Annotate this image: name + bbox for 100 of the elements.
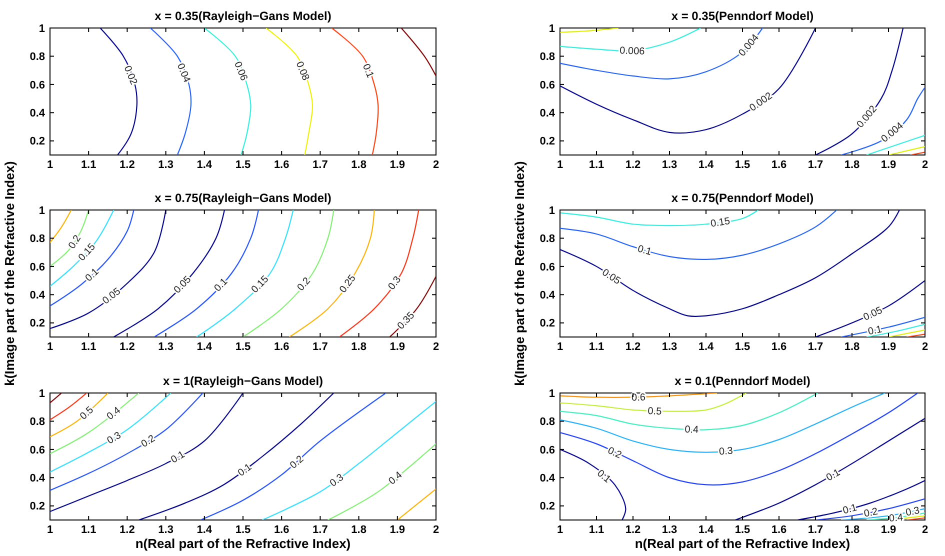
x-tick-label: 1.5 — [734, 341, 750, 353]
y-tick-label: 0.2 — [30, 136, 45, 148]
y-tick-label: 0.4 — [30, 108, 46, 120]
text: 0.1 — [594, 468, 613, 486]
line-series — [560, 210, 759, 226]
y-tick-label: 1 — [548, 388, 555, 400]
x-tick-label: 1.3 — [158, 524, 174, 536]
x-tick-label: 1.3 — [662, 524, 678, 536]
line-series — [560, 28, 816, 134]
x-tick-label: 1.6 — [771, 524, 787, 536]
line-series — [560, 210, 838, 260]
y-tick-label: 0.6 — [540, 261, 555, 274]
x-tick-label: 1.8 — [844, 524, 860, 536]
x-tick-label: 1.9 — [390, 341, 406, 353]
line-series — [262, 400, 436, 520]
x-tick-label: 1 — [46, 341, 54, 353]
text: 0.05 — [100, 286, 124, 307]
text: 0.1 — [169, 449, 188, 466]
y-tick-label: 0.6 — [540, 79, 555, 92]
x-tick-label: 1.7 — [808, 159, 824, 171]
text: 0.5 — [78, 404, 96, 422]
text: 0.4 — [386, 470, 405, 488]
chart-title: x = 0.35(Penndorf Model) — [671, 9, 814, 23]
text: 0.2 — [863, 506, 880, 520]
chart-title: x = 0.1(Penndorf Model) — [674, 374, 810, 388]
y-tick-label: 1 — [38, 204, 45, 217]
x-tick-label: 1 — [556, 159, 564, 171]
text: 0.05 — [172, 274, 194, 296]
text: 0.1 — [212, 276, 230, 294]
chart-title: x = 0.75(Rayleigh−Gans Model) — [154, 191, 332, 205]
text: 0.2 — [295, 275, 314, 294]
text: 0.35 — [396, 310, 418, 332]
line-series — [560, 28, 764, 80]
y-tick-label: 0.8 — [30, 233, 45, 246]
text: 0.08 — [293, 60, 312, 83]
x-tick-label: 1.7 — [312, 159, 328, 171]
text: 0.1 — [84, 266, 102, 284]
line-series — [50, 210, 134, 307]
x-tick-label: 1.9 — [390, 159, 406, 171]
x-tick-label: 1 — [46, 159, 54, 171]
y-tick-label: 1 — [38, 22, 45, 35]
line-series — [196, 210, 294, 337]
x-tick-label: 1.5 — [235, 341, 251, 353]
y-tick-label: 0.2 — [540, 500, 555, 513]
y-tick-label: 0.4 — [540, 290, 556, 302]
line-series — [796, 480, 925, 520]
x-tick-label: 1.9 — [880, 524, 896, 536]
x-tick-label: 1.3 — [158, 159, 174, 171]
x-tick-label: 1.6 — [771, 159, 787, 171]
y-tick-label: 0.6 — [30, 444, 45, 456]
x-tick-label: 1.9 — [880, 159, 896, 171]
text: 0.2 — [140, 433, 158, 450]
series-label: 0.3 — [718, 446, 734, 458]
chart-title: x = 0.75(Penndorf Model) — [671, 191, 814, 205]
series-label: 0.4 — [888, 512, 904, 525]
y-tick-label: 0.8 — [30, 416, 45, 428]
text: 0.2 — [66, 233, 84, 252]
text: 0.1 — [236, 462, 254, 479]
x-tick-label: 1 — [556, 341, 564, 353]
x-tick-label: 2 — [432, 159, 440, 171]
y-tick-label: 1 — [548, 204, 555, 217]
y-axis-title: k(Image part of the Refractive Index) — [512, 161, 527, 386]
y-tick-label: 0.6 — [30, 261, 45, 274]
x-tick-label: 1.4 — [196, 524, 213, 536]
x-axis-title: n(Real part of the Refractive Index) — [135, 536, 351, 551]
x-tick-label: 1.6 — [274, 341, 290, 353]
y-tick-label: 0.2 — [30, 318, 45, 330]
x-tick-label: 1.8 — [844, 341, 860, 353]
x-tick-label: 1.3 — [662, 159, 678, 171]
x-tick-label: 1.8 — [351, 341, 366, 353]
y-tick-label: 0.8 — [540, 416, 555, 428]
text: 0.1 — [636, 244, 653, 258]
line-series — [200, 393, 386, 520]
x-tick-label: 1.1 — [588, 524, 604, 536]
x-tick-label: 1.9 — [390, 524, 406, 536]
x-tick-label: 1.6 — [771, 341, 787, 353]
x-tick-label: 1.2 — [120, 159, 135, 171]
x-tick-label: 1 — [556, 524, 564, 536]
series-label: 0.5 — [648, 406, 662, 418]
y-tick-label: 0.4 — [540, 472, 556, 485]
x-tick-label: 2 — [922, 159, 928, 171]
line-series — [50, 210, 166, 330]
x-tick-label: 1.2 — [625, 524, 641, 536]
x-tick-label: 1.4 — [196, 341, 213, 353]
text: 0.05 — [862, 304, 885, 324]
x-tick-label: 2 — [922, 341, 928, 353]
x-tick-label: 1.1 — [588, 341, 604, 353]
line-series — [50, 393, 204, 491]
line-series — [338, 210, 420, 337]
x-tick-label: 1.1 — [80, 524, 96, 536]
y-tick-label: 0.2 — [540, 136, 555, 148]
y-tick-label: 0.4 — [540, 108, 556, 120]
y-tick-label: 0.8 — [540, 51, 555, 64]
y-tick-label: 0.4 — [30, 290, 46, 302]
text: 0.3 — [904, 505, 921, 519]
x-tick-label: 1.5 — [235, 524, 251, 536]
x-tick-label: 1.7 — [808, 524, 824, 536]
text: 0.1 — [867, 324, 884, 338]
y-tick-label: 1 — [548, 22, 555, 35]
x-tick-label: 1.5 — [734, 159, 750, 171]
